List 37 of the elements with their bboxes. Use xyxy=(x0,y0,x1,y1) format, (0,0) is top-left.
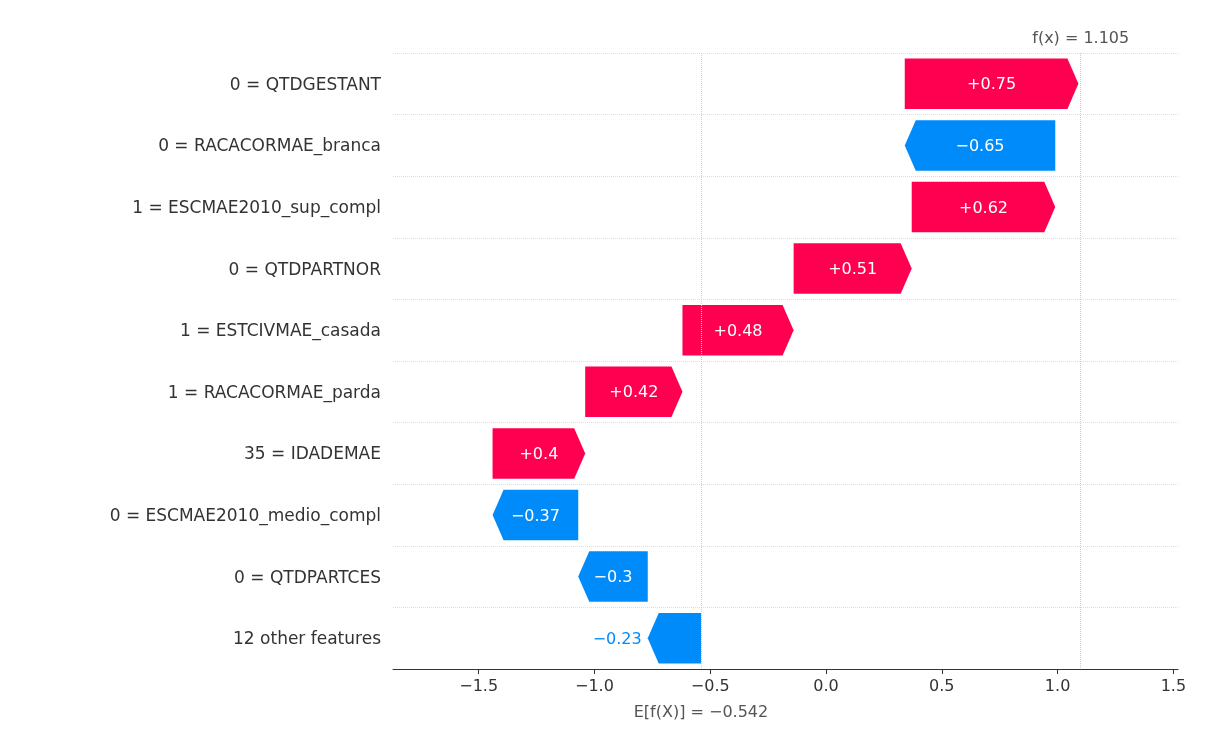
y-tick-label: 35 = IDADEMAE xyxy=(244,443,381,464)
data-label: −0.37 xyxy=(510,505,560,525)
y-tick-label: 12 other features xyxy=(233,628,382,649)
data-label: +0.62 xyxy=(958,197,1008,217)
bar xyxy=(904,120,1056,171)
bar xyxy=(793,243,912,294)
y-tick-label: 1 = RACACORMAE_parda xyxy=(167,381,381,403)
data-label: −0.23 xyxy=(592,628,642,648)
bar xyxy=(904,58,1079,110)
y-tick-label: 0 = QTDPARTCES xyxy=(234,566,381,587)
x-tick-label: −1.0 xyxy=(575,675,614,695)
bar xyxy=(682,304,794,356)
data-label: +0.51 xyxy=(828,259,878,279)
bar xyxy=(585,366,683,418)
data-label: −0.65 xyxy=(955,135,1005,155)
data-label: +0.42 xyxy=(609,382,659,402)
data-label: +0.4 xyxy=(519,443,559,463)
y-tick-label: 0 = QTDGESTANT xyxy=(229,73,382,94)
x-tick-label: 0.0 xyxy=(813,675,839,695)
y-tick-label: 0 = ESCMAE2010_medio_compl xyxy=(109,505,381,526)
x-tick-label: −1.5 xyxy=(459,675,499,695)
y-tick-label: 1 = ESCMAE2010_sup_compl xyxy=(132,197,381,218)
bar xyxy=(492,489,579,541)
y-tick-label: 1 = ESTCIVMAE_casada xyxy=(179,320,381,342)
x-tick-label: 1.5 xyxy=(1160,675,1187,695)
y-tick-label: 0 = RACACORMAE_branca xyxy=(158,135,381,157)
x-tick-label: 1.0 xyxy=(1044,675,1071,695)
ref-line-label: E[f(X)] = −0.542 xyxy=(633,701,769,721)
y-tick-label: 0 = QTDPARTNOR xyxy=(228,258,382,279)
data-label: +0.75 xyxy=(967,74,1017,94)
data-label: −0.3 xyxy=(593,567,633,587)
bar xyxy=(492,428,586,479)
x-tick-label: 0.5 xyxy=(929,675,955,695)
data-label: +0.48 xyxy=(713,320,763,340)
bar xyxy=(911,181,1056,233)
ref-line-label: f(x) = 1.105 xyxy=(1032,27,1130,47)
x-tick-label: −0.5 xyxy=(690,675,730,695)
